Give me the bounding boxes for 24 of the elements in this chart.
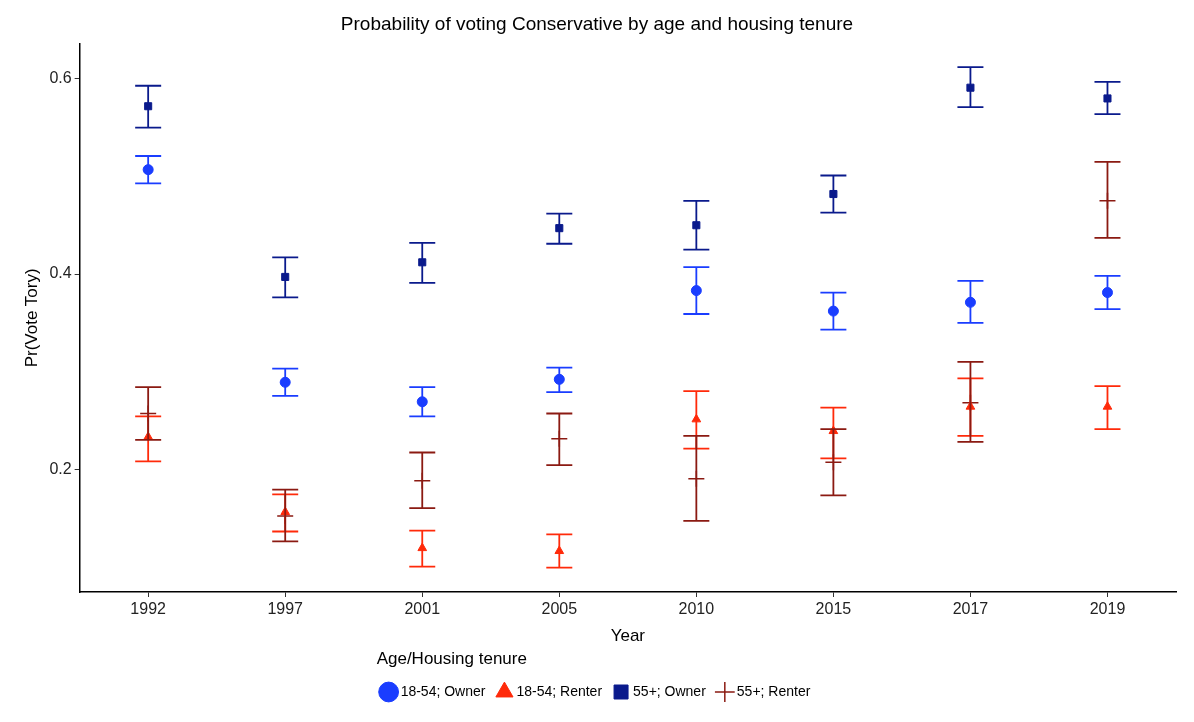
legend-label: 55+; Owner — [633, 682, 707, 699]
chart-title: Probability of voting Conservative by age and housing tenure — [340, 12, 854, 34]
legend-label: 55+; Renter — [736, 682, 811, 699]
point — [1101, 287, 1113, 299]
x-axis-title: Year — [610, 626, 646, 646]
x-tick-label: 2001 — [404, 600, 441, 618]
y-tick-label: 0.2 — [49, 459, 72, 477]
x-tick-label: 2015 — [815, 600, 852, 618]
x-tick-label: 2010 — [678, 600, 715, 618]
point — [1103, 94, 1112, 103]
x-tick-label: 2005 — [541, 600, 578, 618]
x-tick-label: 2019 — [1089, 600, 1126, 618]
y-tick-label: 0.4 — [49, 264, 72, 282]
y-tick-label: 0.6 — [49, 69, 72, 87]
legend-label: 18-54; Owner — [400, 682, 486, 699]
point — [966, 83, 975, 92]
point — [964, 296, 976, 308]
x-tick-label: 1997 — [267, 600, 304, 618]
x-tick-label: 2017 — [952, 600, 989, 618]
legend-label: 18-54; Renter — [516, 682, 603, 699]
y-axis-title: Pr(Vote Tory) — [21, 268, 41, 368]
x-tick-label: 1992 — [130, 600, 167, 618]
point — [1102, 401, 1113, 410]
legend-title: Age/Housing tenure — [376, 648, 527, 668]
